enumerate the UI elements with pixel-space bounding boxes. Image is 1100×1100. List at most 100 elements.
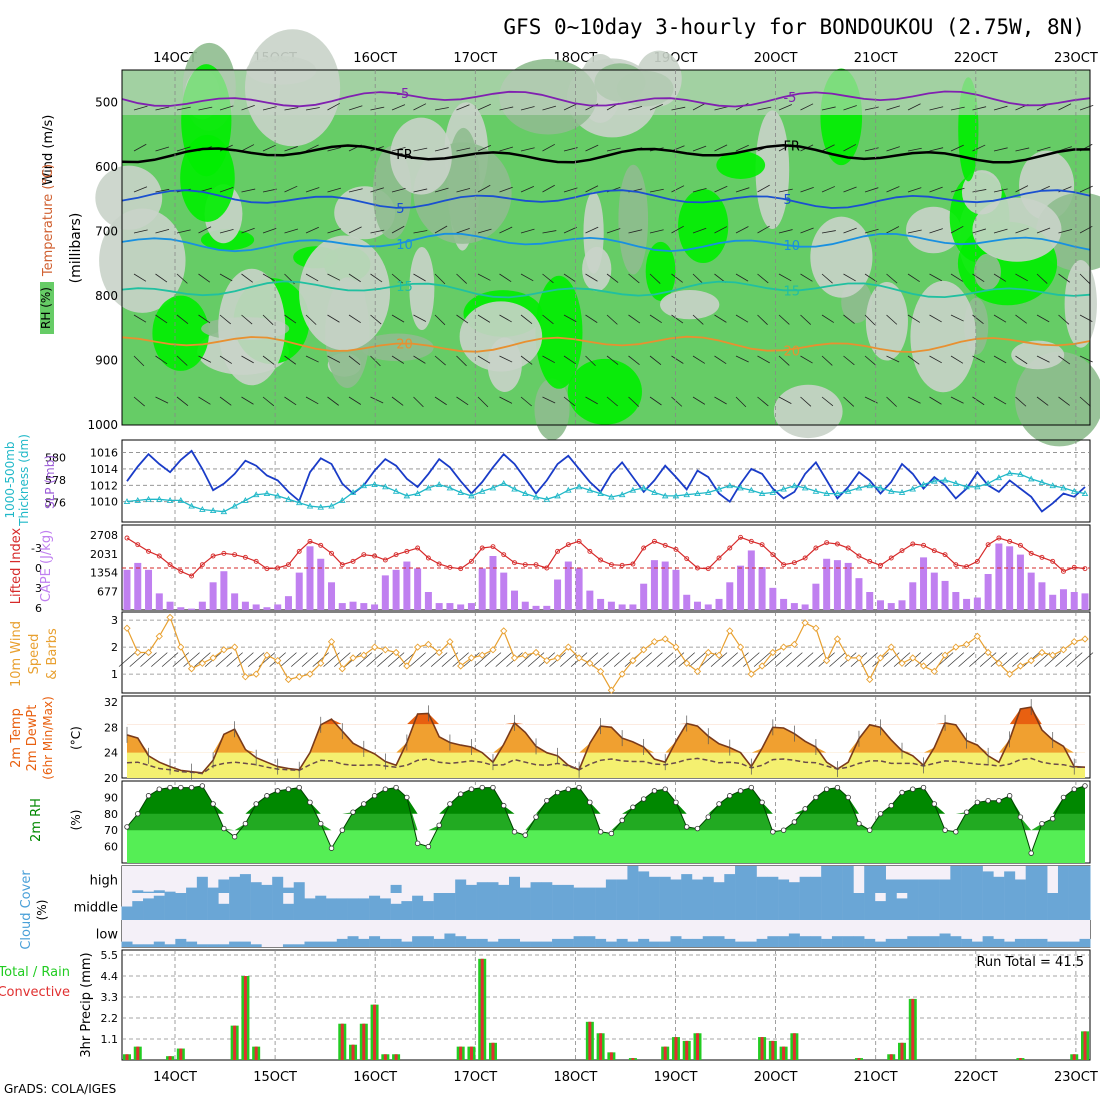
cloud-bar [229,941,241,947]
thickness-marker [651,489,658,495]
cloud-bar [573,893,585,920]
li-marker [436,561,442,567]
wind-barb-10m [290,652,308,667]
cloud-bar [842,936,854,947]
li-marker [738,534,744,540]
rh2m-marker [834,784,841,791]
wind-barb [950,396,964,404]
thickness-marker [446,484,454,491]
wind-barb [628,106,643,111]
cloud-bar [971,893,983,920]
li-marker [1017,542,1023,548]
rh-patch [972,197,1062,262]
li-marker [372,553,378,559]
cloud-bar [778,893,790,920]
wind-barb-10m [301,652,319,667]
wind-barb [456,355,467,367]
wind-speed-marker [769,648,777,657]
thickness-marker [392,487,400,494]
wind-barb [542,314,554,325]
li-marker [296,548,302,554]
wind-barb [929,228,943,234]
cape-bar [812,583,820,610]
cloud-bar [455,936,467,947]
wind-barb [692,396,706,405]
contour-label: 10 [783,239,800,254]
cloud-bar [885,893,897,920]
wind-barb-10m [700,652,717,667]
cloud-bar [498,938,510,947]
cloud-bar [1004,871,1016,893]
wind-barb [649,355,662,366]
wind-speed-marker [844,654,852,662]
rh2m-marker [727,793,733,799]
li-marker [1061,568,1066,574]
wind-barb-10m [829,652,846,667]
wind-barb [133,273,147,282]
cloud-bar [412,895,424,920]
wind-barb [219,396,232,406]
cloud-bar [584,887,596,893]
wind-barb-10m [183,652,200,667]
wind-barb [800,273,813,282]
temp-tick: 32 [104,696,118,709]
wind-speed-marker [263,651,271,659]
precip-tick: 2.2 [101,1012,119,1025]
cape-bar [532,605,540,610]
rh2m-marker [1039,820,1045,827]
cloud-bar [315,941,327,947]
li-marker [275,565,281,571]
thickness-marker [1006,469,1013,476]
wind-barb [305,273,319,282]
cloud-bar [1014,893,1026,920]
cape-bar [704,604,712,610]
date-label-bottom: 15OCT [253,1070,297,1085]
date-label-bottom: 23OCT [1054,1070,1098,1085]
rh2m-marker [1082,783,1088,789]
thickness-marker [640,484,647,491]
cloud-bar [143,898,155,920]
wind-barb [241,314,253,325]
wind-barb [821,355,833,366]
li-marker [651,538,657,544]
rh2m-marker [619,817,625,824]
cloud-bar [670,893,682,920]
wind-barb [714,185,728,193]
wind-barb [1036,273,1048,284]
li-marker [576,538,582,544]
wind-barb [155,228,170,234]
wind-barb-10m [947,652,965,667]
rh2m-marker [393,784,399,791]
cloud-bar [724,938,736,947]
thickness-marker [371,481,378,487]
wind-barb [563,273,576,283]
cloud-bar [1057,941,1069,947]
wind-barb [606,355,619,365]
wind-barb [133,355,145,367]
cloud-bar [584,893,596,920]
wind-speed-marker [693,667,702,676]
cloud-bar [465,884,477,893]
cape-bar [963,598,971,610]
wind-barb [1015,185,1029,193]
li-marker [189,573,195,579]
wind-speed-marker [661,635,669,643]
wind-barb [348,314,361,323]
wind-barb [843,144,857,152]
wind-speed-marker [144,648,153,657]
wind-speed-marker [424,640,433,649]
wind-barb [950,273,964,282]
wind-barb [929,273,942,282]
wind-speed-marker [295,673,303,681]
wind-speed-marker [704,648,712,657]
cloud-bar [605,941,617,947]
wind-barb [305,144,319,152]
cape-bar [521,601,529,610]
wind-speed-marker [209,654,217,662]
cloud-bar [831,866,843,893]
wind-speed-marker [973,632,981,640]
rh2m-marker [705,814,711,820]
cloud-bar [864,938,876,947]
wind-speed-marker [198,659,206,667]
li-marker [156,553,162,559]
